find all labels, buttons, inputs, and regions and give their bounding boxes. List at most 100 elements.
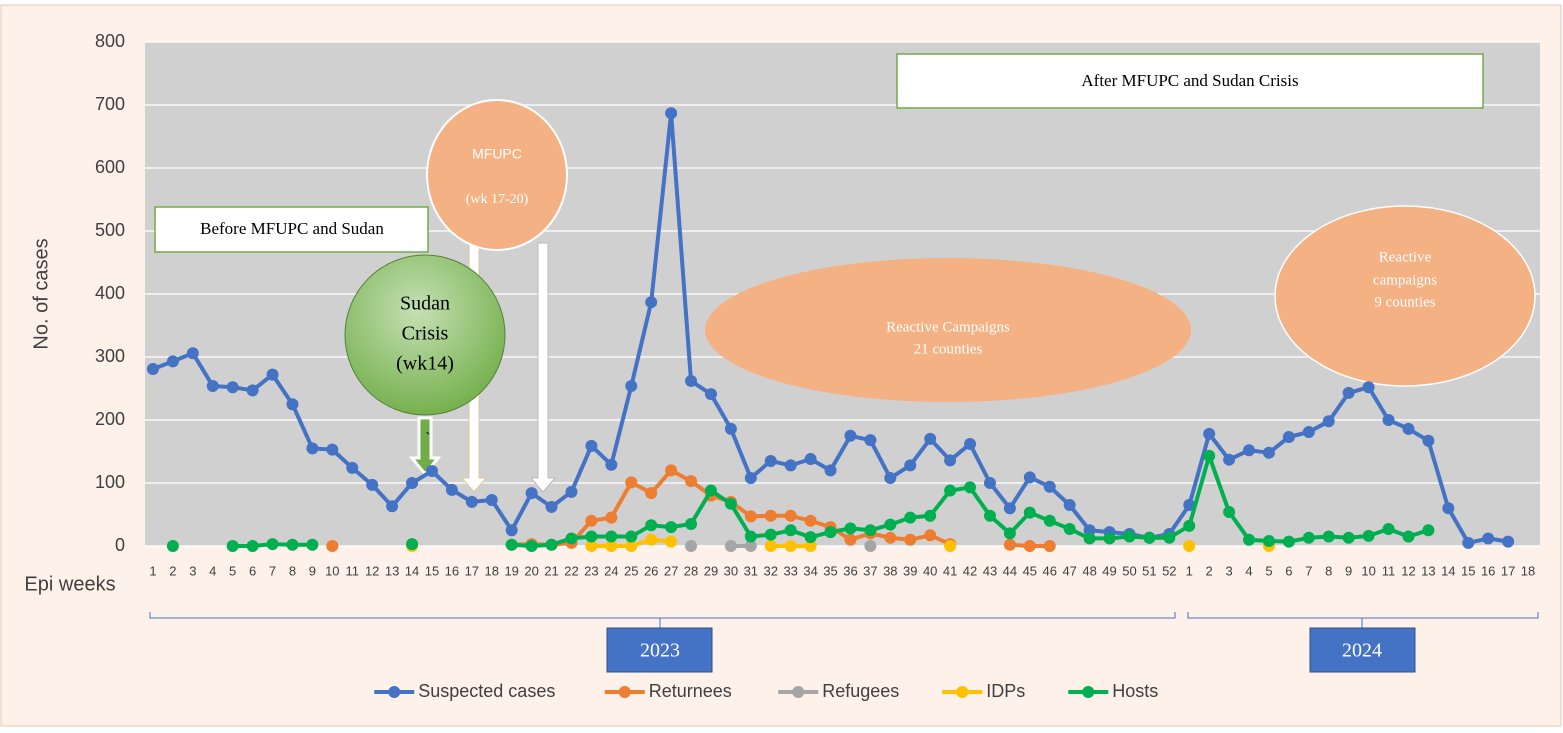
x-tick-label: 10: [325, 563, 339, 578]
data-point: [844, 522, 857, 535]
data-point: [1023, 540, 1036, 552]
x-tick-label: 5: [229, 563, 236, 578]
data-point: [625, 530, 638, 543]
data-point: [1023, 471, 1036, 484]
data-point: [665, 107, 678, 120]
data-point: [166, 540, 179, 552]
data-point: [1103, 532, 1116, 545]
x-tick-label: 13: [385, 563, 399, 578]
data-point: [266, 368, 279, 381]
x-tick-label: 44: [1003, 563, 1017, 578]
data-point: [605, 511, 618, 524]
data-point: [804, 514, 817, 527]
legend-label: Hosts: [1112, 681, 1158, 701]
x-tick-label: 7: [269, 563, 276, 578]
x-tick-label: 18: [485, 563, 499, 578]
x-tick-label: 17: [1501, 563, 1515, 578]
y-tick-label: 600: [95, 157, 125, 177]
data-point: [904, 511, 917, 524]
x-tick-label: 27: [664, 563, 678, 578]
data-point: [844, 533, 857, 546]
data-point: [764, 540, 777, 552]
legend-marker: [1082, 686, 1095, 698]
data-point: [1003, 502, 1016, 515]
annotation: campaigns: [1373, 272, 1437, 288]
x-tick-label: 46: [1043, 563, 1057, 578]
legend-marker: [618, 686, 631, 698]
data-point: [744, 510, 757, 523]
data-point: [904, 533, 917, 546]
data-point: [326, 443, 339, 456]
year-box: [606, 627, 713, 673]
data-point: [685, 517, 698, 530]
data-point: [665, 464, 678, 477]
x-tick-label: 13: [1421, 563, 1435, 578]
x-tick-label: 19: [504, 563, 518, 578]
data-point: [406, 477, 419, 489]
data-point: [924, 432, 937, 445]
data-point: [1183, 499, 1196, 512]
x-tick-label: 47: [1062, 563, 1076, 578]
x-tick-label: 10: [1361, 563, 1375, 578]
data-point: [645, 487, 658, 500]
data-point: [505, 538, 518, 551]
data-point: [924, 509, 937, 522]
x-tick-label: 4: [1245, 563, 1252, 578]
data-point: [1063, 499, 1076, 512]
data-point: [744, 540, 757, 552]
annotation: (wk 17-20): [466, 192, 529, 207]
data-point: [146, 362, 159, 375]
annotation: `: [425, 431, 430, 448]
x-tick-label: 15: [425, 563, 439, 578]
data-point: [366, 478, 379, 491]
data-point: [406, 538, 419, 551]
x-tick-label: 3: [189, 563, 196, 578]
annotation: After MFUPC and Sudan Crisis: [1081, 71, 1298, 90]
data-point: [1023, 506, 1036, 519]
x-tick-label: 9: [309, 563, 316, 578]
data-point: [844, 429, 857, 442]
data-point: [645, 519, 658, 532]
x-tick-label: 29: [704, 563, 718, 578]
data-point: [944, 540, 957, 552]
data-point: [1223, 505, 1236, 518]
x-tick-label: 15: [1461, 563, 1475, 578]
data-point: [186, 347, 199, 360]
x-tick-label: 3: [1225, 563, 1232, 578]
data-point: [346, 461, 359, 474]
data-point: [1223, 453, 1236, 466]
x-tick-label: 12: [365, 563, 379, 578]
data-point: [266, 538, 279, 551]
data-point: [1083, 532, 1096, 545]
data-point: [1203, 449, 1216, 462]
data-point: [605, 530, 618, 543]
annotation-box: [896, 53, 1484, 109]
data-point: [864, 434, 877, 447]
data-point: [1502, 535, 1515, 548]
y-tick-label: 800: [95, 31, 125, 51]
data-point: [884, 518, 897, 531]
data-point: [784, 509, 797, 522]
data-point: [685, 540, 698, 552]
data-point: [964, 481, 977, 494]
x-tick-label: 51: [1142, 563, 1156, 578]
data-point: [1422, 434, 1435, 447]
data-point: [1243, 533, 1256, 546]
data-point: [1003, 538, 1016, 551]
data-point: [1382, 414, 1395, 426]
data-point: [1362, 381, 1375, 394]
annotation-ellipse: [1274, 205, 1536, 387]
x-tick-label: 34: [803, 563, 817, 578]
data-point: [804, 540, 817, 552]
data-point: [645, 296, 658, 309]
x-tick-label: 8: [1325, 563, 1332, 578]
data-point: [724, 422, 737, 435]
data-point: [505, 524, 518, 537]
data-point: [784, 540, 797, 552]
annotation-box: [154, 206, 429, 253]
x-tick-label: 11: [346, 563, 360, 578]
data-point: [306, 442, 319, 455]
data-point: [1262, 446, 1275, 459]
data-point: [944, 484, 957, 497]
